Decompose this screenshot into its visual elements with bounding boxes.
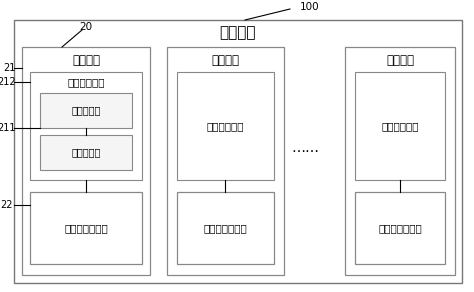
Text: 像素单元: 像素单元	[211, 53, 239, 67]
Bar	[40, 135, 132, 170]
Text: 像素驱动电路: 像素驱动电路	[206, 121, 244, 131]
Text: 211: 211	[0, 123, 16, 133]
Text: 20: 20	[80, 22, 92, 32]
Text: 微米发光二极管: 微米发光二极管	[203, 223, 247, 233]
Bar	[355, 192, 445, 264]
Text: 驱动晶体管: 驱动晶体管	[71, 147, 100, 157]
Bar	[40, 93, 132, 128]
Bar	[355, 72, 445, 180]
Text: 212: 212	[0, 77, 16, 87]
Text: 像素单元: 像素单元	[386, 53, 414, 67]
Text: 微米发光二极管: 微米发光二极管	[378, 223, 422, 233]
Text: 像素单元: 像素单元	[72, 53, 100, 67]
Bar	[345, 47, 455, 275]
Bar	[30, 72, 142, 180]
Bar	[177, 72, 274, 180]
Bar	[30, 192, 142, 264]
Bar	[177, 192, 274, 264]
Text: 100: 100	[300, 2, 319, 12]
Text: 像素驱动电路: 像素驱动电路	[381, 121, 419, 131]
Text: ……: ……	[291, 141, 319, 155]
Text: 像素驱动电路: 像素驱动电路	[67, 77, 105, 87]
Text: 微米发光二极管: 微米发光二极管	[64, 223, 108, 233]
Text: 开关晶体管: 开关晶体管	[71, 105, 100, 115]
Bar	[22, 47, 150, 275]
Bar	[167, 47, 284, 275]
Text: 22: 22	[1, 200, 13, 210]
Text: 21: 21	[3, 63, 15, 73]
Text: 阵列基板: 阵列基板	[220, 25, 256, 41]
